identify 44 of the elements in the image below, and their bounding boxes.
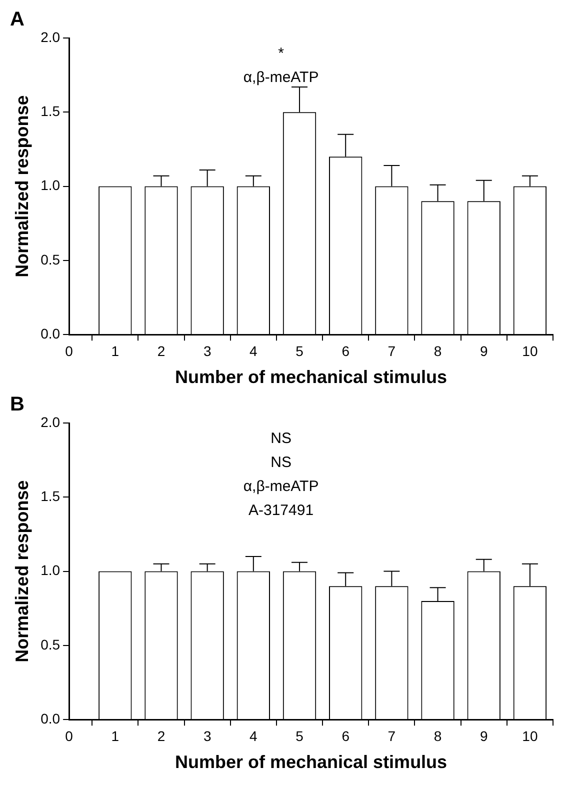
x-tick-label: 3 (203, 342, 212, 359)
x-tick-label: 5 (296, 342, 304, 359)
x-tick-label: 6 (342, 342, 350, 359)
y-tick-label: 2.0 (40, 414, 60, 430)
x-tick-label: 7 (388, 728, 396, 744)
x-tick-label: 7 (388, 342, 396, 359)
x-tick-label: 9 (480, 728, 488, 744)
x-axis-title: Number of mechanical stimulus (174, 367, 448, 388)
x-tick-label: 4 (250, 728, 258, 744)
x-tick-label: 6 (342, 728, 350, 744)
chart-title: B (10, 394, 24, 416)
x-tick-label: 10 (522, 728, 538, 744)
x-tick-label: 8 (434, 342, 442, 359)
x-tick-label: 8 (434, 728, 442, 744)
x-tick-label: 5 (296, 728, 304, 744)
y-tick-label: 0.0 (40, 325, 60, 342)
annotation: A-317491 (248, 502, 314, 520)
annotation: NS (270, 430, 292, 448)
annotation: α,β-meATP (243, 478, 319, 496)
y-tick-label: 1.5 (40, 103, 60, 120)
y-axis-title: Normalized response (12, 480, 32, 662)
y-tick-label: 2.0 (40, 28, 60, 45)
x-axis-title: Number of mechanical stimulus (174, 752, 448, 772)
x-tick-label: 1 (111, 728, 120, 744)
y-tick-label: 1.0 (40, 562, 60, 578)
y-tick-label: 0.5 (40, 636, 60, 652)
x-tick-label: 0 (65, 342, 74, 359)
x-tick-label: 3 (203, 728, 212, 744)
annotation: NS (270, 454, 292, 472)
y-tick-label: 0.5 (40, 251, 60, 268)
chart-title: A (10, 8, 24, 31)
y-tick-label: 0.0 (40, 710, 60, 726)
annotation: α,β-meATP (243, 69, 319, 86)
y-tick-label: 1.0 (40, 177, 60, 194)
x-tick-label: 4 (250, 342, 258, 359)
x-tick-label: 10 (522, 342, 538, 359)
x-tick-label: 2 (157, 728, 166, 744)
x-tick-label: 9 (480, 342, 488, 359)
annotation: * (278, 45, 284, 62)
y-tick-label: 1.5 (40, 488, 60, 504)
x-tick-label: 0 (65, 728, 74, 744)
x-tick-label: 2 (157, 342, 166, 359)
y-axis-title: Normalized response (12, 95, 32, 278)
x-tick-label: 1 (111, 342, 120, 359)
